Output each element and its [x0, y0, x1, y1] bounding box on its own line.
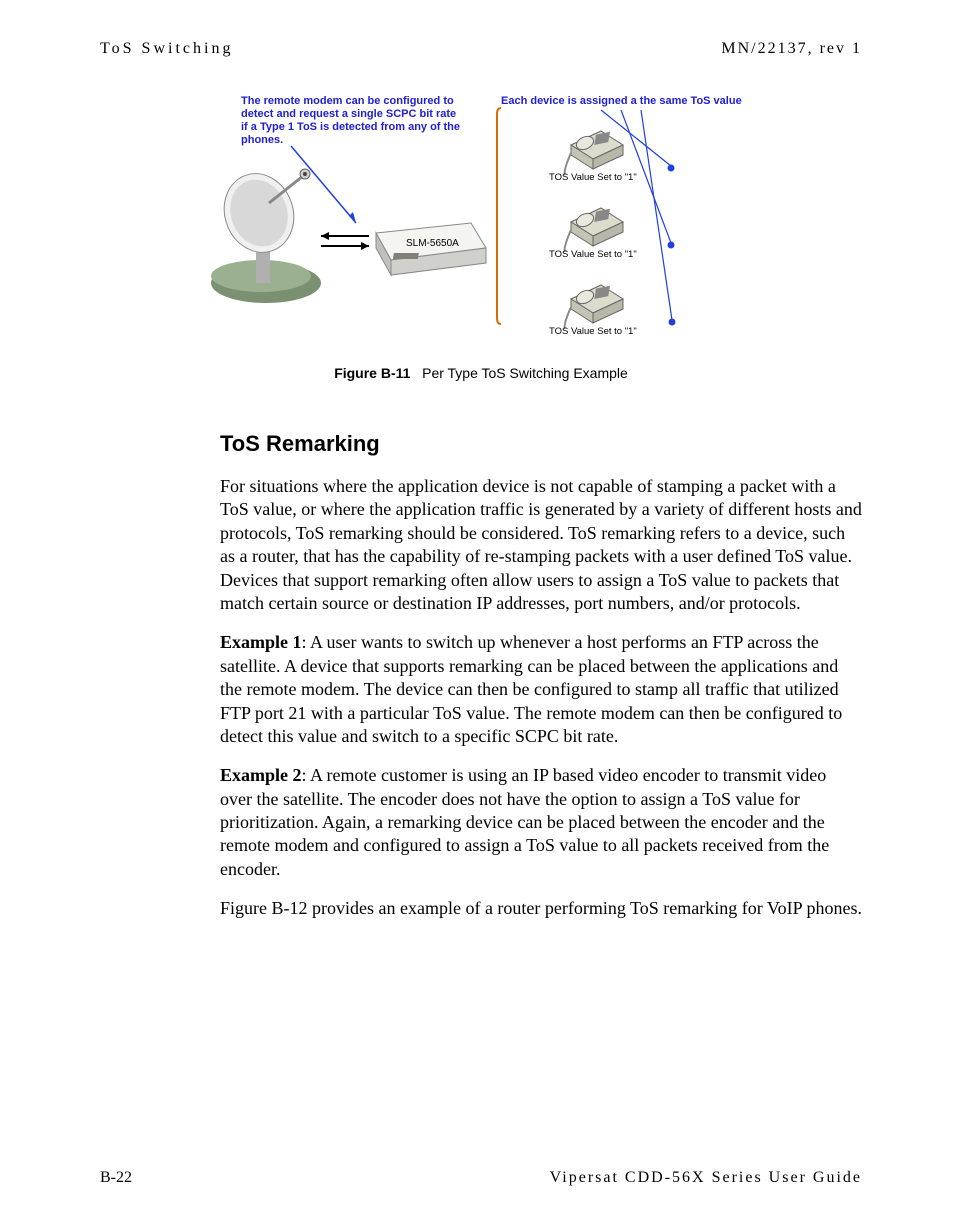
figure-container: The remote modem can be configured to de…: [100, 88, 862, 353]
figure-diagram: The remote modem can be configured to de…: [201, 88, 761, 348]
figure-caption-label: Figure B-11: [334, 365, 410, 381]
tos-dot-2: [668, 242, 675, 249]
modem-slot: [393, 253, 419, 259]
callout-left-arrowhead: [349, 212, 356, 223]
phone-1: [565, 131, 623, 175]
page-header: ToS Switching MN/22137, rev 1: [100, 40, 862, 58]
para-example-2: Example 2: A remote customer is using an…: [220, 764, 862, 881]
callout-left-arrow: [291, 146, 356, 223]
example-2-label: Example 2: [220, 765, 302, 785]
example-1-label: Example 1: [220, 632, 302, 652]
phone-2: [565, 208, 623, 252]
dish-feed-dot: [303, 172, 307, 176]
tos-label-3: TOS Value Set to "1": [549, 326, 637, 337]
bracket-icon: [497, 108, 501, 324]
link-arrowhead-1: [321, 232, 329, 240]
callout-left-line4: phones.: [241, 134, 283, 146]
footer-right: Vipersat CDD-56X Series User Guide: [550, 1169, 862, 1187]
figure-caption: Figure B-11 Per Type ToS Switching Examp…: [100, 365, 862, 381]
callout-left-line1: The remote modem can be configured to: [241, 95, 454, 107]
tos-dot-1: [668, 165, 675, 172]
link-arrowhead-2: [361, 242, 369, 250]
callout-right: Each device is assigned a the same ToS v…: [501, 95, 742, 107]
modem-device: SLM-5650A: [376, 223, 486, 275]
tos-dot-3: [669, 319, 676, 326]
tos-label-2: TOS Value Set to "1": [549, 249, 637, 260]
modem-label: SLM-5650A: [406, 238, 459, 249]
callout-left-line2: detect and request a single SCPC bit rat…: [241, 108, 456, 120]
example-1-text: : A user wants to switch up whenever a h…: [220, 632, 842, 746]
tos-label-1: TOS Value Set to "1": [549, 172, 637, 183]
para-1: For situations where the application dev…: [220, 475, 862, 615]
para-example-1: Example 1: A user wants to switch up whe…: [220, 631, 862, 748]
line-to-tos3: [641, 110, 672, 320]
page: ToS Switching MN/22137, rev 1 The remote…: [0, 0, 954, 1227]
figure-caption-text: Per Type ToS Switching Example: [422, 365, 628, 381]
para-4: Figure B-12 provides an example of a rou…: [220, 897, 862, 920]
page-footer: B-22 Vipersat CDD-56X Series User Guide: [100, 1169, 862, 1187]
header-left: ToS Switching: [100, 40, 233, 58]
footer-left: B-22: [100, 1169, 132, 1187]
phone-3: [565, 285, 623, 329]
example-2-text: : A remote customer is using an IP based…: [220, 765, 829, 879]
section-heading: ToS Remarking: [220, 431, 862, 457]
callout-left-line3: if a Type 1 ToS is detected from any of …: [241, 121, 460, 133]
header-right: MN/22137, rev 1: [721, 40, 862, 58]
